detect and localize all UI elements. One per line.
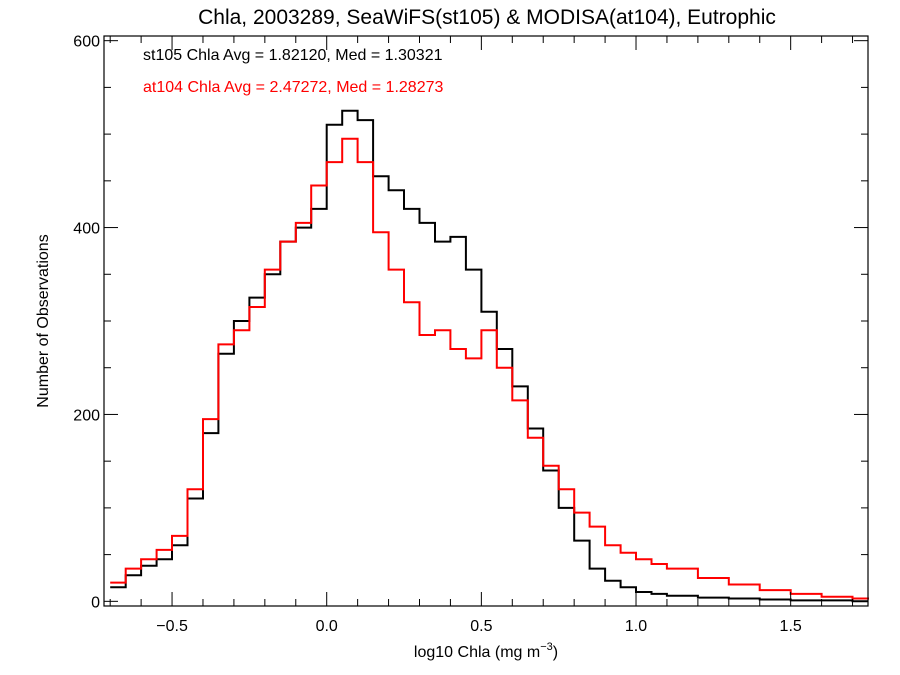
x-axis-label: log10 Chla (mg m−3) (414, 641, 558, 661)
chart-title: Chla, 2003289, SeaWiFS(st105) & MODISA(a… (198, 6, 776, 29)
x-tick-label: 0.5 (470, 618, 492, 635)
y-tick-label: 200 (73, 407, 100, 424)
y-axis-label: Number of Observations (35, 234, 52, 407)
x-axis-label-end: ) (553, 644, 558, 661)
stats-at104: at104 Chla Avg = 2.47272, Med = 1.28273 (143, 79, 443, 96)
x-axis-label-superscript: −3 (540, 641, 553, 653)
series-at104-line (110, 137, 869, 600)
plot-frame (103, 35, 869, 607)
stats-st105: st105 Chla Avg = 1.82120, Med = 1.30321 (143, 47, 443, 64)
x-tick-label: 1.0 (625, 618, 647, 635)
ticks-layer: −0.5 0.0 0.5 1.0 1.5 0 200 400 600 (73, 34, 868, 635)
series-layer (110, 109, 869, 603)
y-tick-label: 600 (73, 34, 100, 51)
x-tick-label: −0.5 (156, 618, 188, 635)
x-axis-label-main: log10 Chla (mg m (414, 644, 540, 661)
y-tick-label: 400 (73, 221, 100, 238)
x-tick-label: 1.5 (780, 618, 802, 635)
x-tick-label: 0.0 (316, 618, 338, 635)
y-tick-label: 0 (91, 594, 100, 611)
series-st105-line (110, 109, 868, 603)
